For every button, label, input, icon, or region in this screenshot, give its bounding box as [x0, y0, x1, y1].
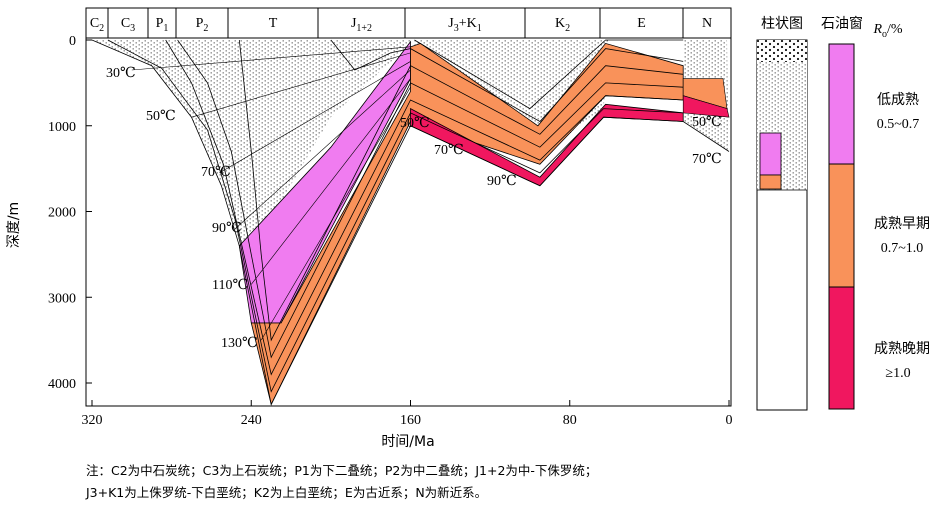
oil-window-legend: 石油窗 Ro/% 低成熟 0.5~0.7 成熟早期 0.7~1.0 成熟晚期 ≥… [821, 15, 930, 410]
ro-title: Ro/% [872, 22, 902, 40]
isotherm-line-1 [131, 46, 411, 71]
stratum-line-4 [177, 39, 684, 359]
column-early-mature [759, 174, 782, 190]
isotherm-label-50c: 50℃ [692, 115, 722, 130]
column-conglomerate [757, 40, 807, 62]
legend-late-mature-swatch [828, 286, 855, 410]
y-axis: 0 1000 2000 3000 4000 [48, 34, 92, 392]
y-tick-label-4000: 4000 [48, 377, 76, 392]
period-header: C2 C3 P1 P2 T J1+2 J3+K1 K2 E N [90, 8, 712, 38]
strata-fill-early [92, 40, 415, 246]
column-title: 柱状图 [761, 16, 803, 32]
isotherm-labels: 30℃ 50℃ 70℃ 90℃ 110℃ 130℃ 50℃ 70℃ 90℃ 50℃ 70℃ [106, 66, 722, 351]
stratum-line-7 [414, 39, 684, 110]
period-label-j1-2: J1+2 [351, 16, 372, 34]
x-tick-label-320: 320 [82, 413, 103, 428]
stratum-line-6 [330, 39, 684, 123]
x-tick-label-80: 80 [563, 413, 577, 428]
period-label-t: T [269, 16, 278, 31]
legend-low-mature-swatch [828, 43, 855, 165]
isotherm-line-4 [235, 69, 411, 229]
y-tick-label-0: 0 [69, 34, 76, 49]
stratum-line-3 [165, 39, 684, 376]
isotherm-label-50c: 50℃ [400, 116, 430, 131]
burial-history-chart: C2 C3 P1 P2 T J1+2 J3+K1 K2 E N 30℃ 50℃ 70℃ 90℃ 110℃ 1… [6, 7, 930, 450]
period-label-c3: C3 [121, 16, 135, 34]
x-tick-label-0: 0 [726, 413, 733, 428]
stratum-line-2 [107, 39, 684, 393]
legend-late-mature-label: 成熟晚期 [874, 341, 930, 357]
period-label-c2: C2 [90, 16, 104, 34]
maturity-zones [238, 40, 730, 406]
period-label-p2: P2 [196, 16, 209, 34]
isotherm-line-2 [191, 52, 411, 118]
note-line-1: 注：C2为中石炭统；C3为上石炭统；P1为下二叠统；P2为中二叠统；J1+2为中… [86, 463, 598, 478]
legend-early-mature-range: 0.7~1.0 [881, 241, 924, 256]
strata-lines [91, 39, 730, 406]
y-tick-label-1000: 1000 [48, 120, 76, 135]
isotherm-label-110c: 110℃ [212, 278, 248, 293]
isotherm-label-130c: 130℃ [221, 336, 258, 351]
isotherm-label-50c: 50℃ [146, 109, 176, 124]
isotherm-label-90c: 90℃ [487, 174, 517, 189]
legend-low-mature-range: 0.5~0.7 [877, 117, 920, 132]
legend-low-mature-label: 低成熟 [877, 92, 919, 108]
plot-frame [85, 7, 732, 407]
period-label-n: N [702, 16, 712, 31]
x-axis: 320 240 160 80 0 [82, 400, 733, 428]
x-axis-label: 时间/Ma [381, 434, 434, 450]
period-label-j3-k1: J3+K1 [448, 16, 481, 34]
y-tick-label-3000: 3000 [48, 291, 76, 306]
isotherm-line-3 [219, 61, 411, 174]
legend-late-mature-range: ≥1.0 [885, 366, 910, 381]
isotherm-line-5 [251, 78, 411, 285]
isotherm-label-30c: 30℃ [106, 66, 136, 81]
x-tick-label-240: 240 [241, 413, 262, 428]
isotherm-label-70c: 70℃ [434, 143, 464, 158]
isotherm-line-6 [260, 87, 411, 341]
stratum-line-5 [238, 39, 684, 342]
oil-window-title: 石油窗 [821, 15, 863, 32]
y-tick-label-2000: 2000 [48, 206, 76, 221]
stratigraphic-column: 柱状图 [756, 16, 808, 411]
period-label-p1: P1 [156, 16, 169, 34]
period-label-k2: K2 [555, 16, 570, 34]
column-low-mature [759, 132, 782, 176]
zone-late-mature-neogene [682, 95, 730, 118]
period-label-e: E [637, 16, 646, 31]
figure-note: 注：C2为中石炭统；C3为上石炭统；P1为下二叠统；P2为中二叠统；J1+2为中… [86, 460, 926, 504]
note-line-2: J3+K1为上侏罗统-下白垩统；K2为上白垩统；E为古近系；N为新近系。 [86, 485, 488, 500]
isotherm-label-90c: 90℃ [212, 221, 242, 236]
x-tick-label-160: 160 [400, 413, 421, 428]
stratum-line-1 [91, 39, 730, 406]
isotherm-label-70c: 70℃ [201, 165, 231, 180]
legend-early-mature-swatch [828, 163, 855, 288]
legend-early-mature-label: 成熟早期 [874, 216, 930, 232]
y-axis-label: 深度/m [6, 202, 22, 248]
isotherm-label-70c: 70℃ [692, 152, 722, 167]
